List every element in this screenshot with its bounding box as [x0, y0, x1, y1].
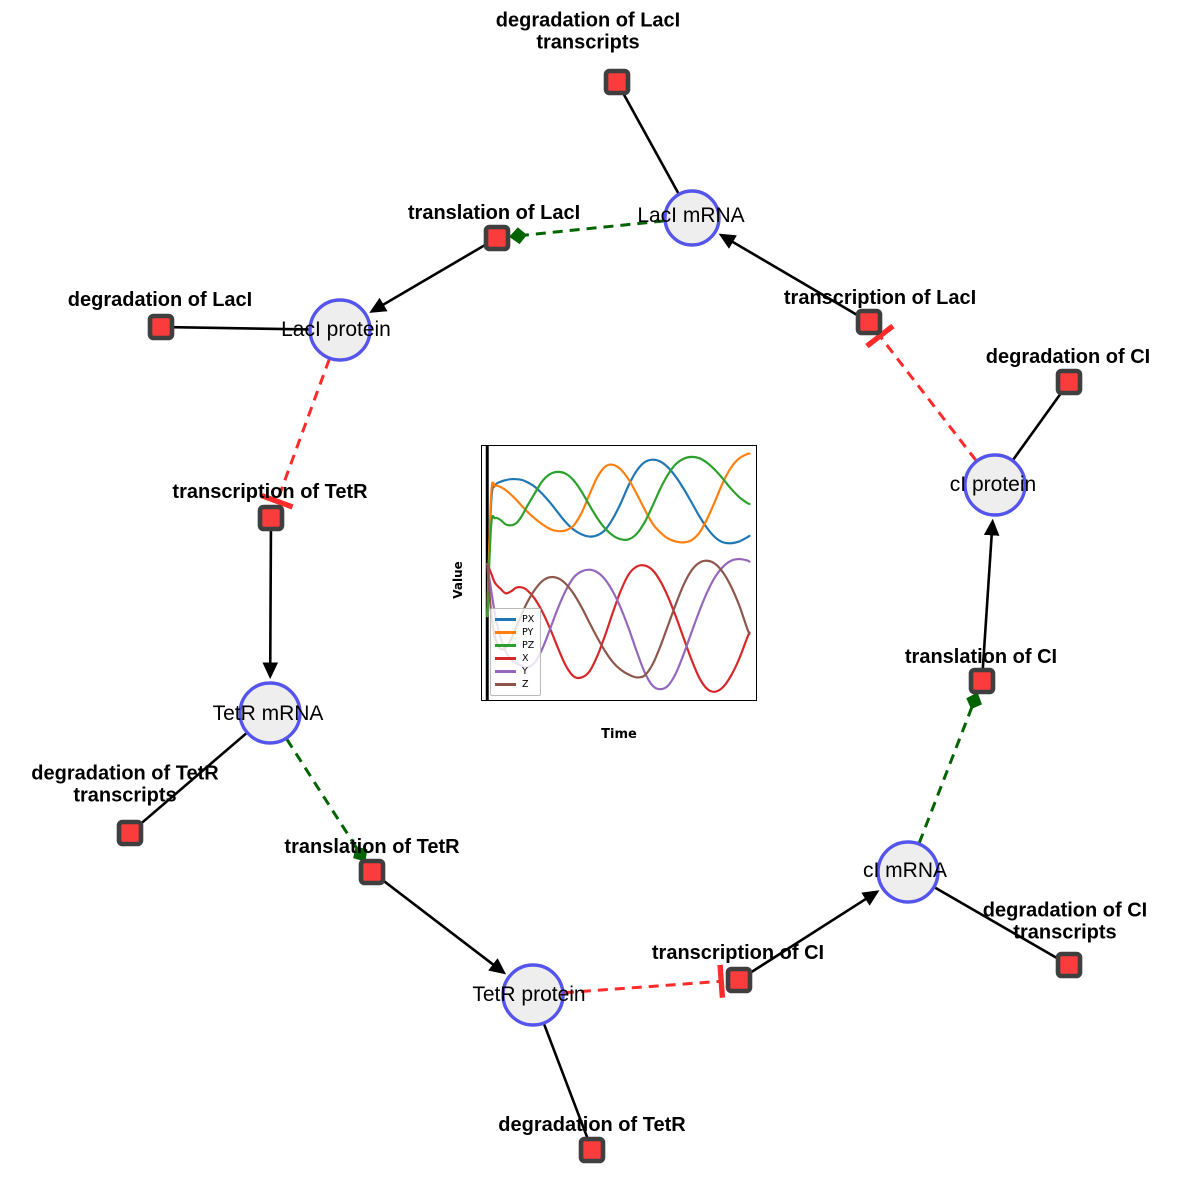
legend-label: Z	[522, 679, 529, 690]
edge-substrate	[934, 886, 1060, 961]
edge-substrate	[621, 91, 680, 195]
legend-swatch-icon	[495, 644, 516, 647]
species-node-ci_mrna[interactable]	[876, 840, 940, 904]
legend-label: PX	[522, 614, 535, 625]
reaction-node-degradation-tetr[interactable]	[578, 1136, 606, 1164]
reaction-node-degradation-ci-transcripts[interactable]	[1055, 951, 1083, 979]
edge-substrate	[718, 233, 861, 318]
reaction-square-icon	[855, 308, 883, 336]
species-node-ci_protein[interactable]	[963, 453, 1027, 517]
reaction-node-transcription-laci[interactable]	[855, 308, 883, 336]
y-axis-label: Value	[450, 561, 465, 599]
edge-substrate	[379, 877, 507, 975]
reaction-square-icon	[147, 313, 175, 341]
reaction-node-transcription-tetr[interactable]	[257, 504, 285, 532]
reaction-square-icon	[257, 504, 285, 532]
legend-label: X	[522, 653, 529, 664]
reaction-square-icon	[603, 68, 631, 96]
legend-row-PX: PX	[495, 613, 534, 626]
reaction-square-icon	[116, 819, 144, 847]
legend-label: PZ	[522, 640, 535, 651]
edge-product	[285, 738, 368, 862]
reaction-node-translation-laci[interactable]	[483, 224, 511, 252]
species-node-tetr_mrna[interactable]	[238, 681, 302, 745]
species-node-laci_protein[interactable]	[308, 298, 372, 362]
species-circle-icon	[663, 189, 721, 247]
reaction-square-icon	[1055, 368, 1083, 396]
legend-swatch-icon	[495, 631, 516, 634]
edge-substrate	[262, 528, 279, 680]
edge-substrate	[1012, 390, 1064, 461]
species-circle-icon	[963, 453, 1027, 517]
legend-row-X: X	[495, 652, 534, 665]
edge-substrate	[542, 1023, 589, 1140]
reaction-square-icon	[1055, 951, 1083, 979]
reaction-node-translation-ci[interactable]	[968, 667, 996, 695]
edge-inhibition	[563, 964, 726, 998]
x-axis-label: Time	[601, 727, 637, 742]
legend-swatch-icon	[495, 618, 516, 621]
legend-row-Y: Y	[495, 665, 534, 678]
reaction-node-translation-tetr[interactable]	[358, 858, 386, 886]
edge-product	[509, 219, 665, 245]
series-line-PX	[486, 458, 751, 618]
reaction-square-icon	[483, 224, 511, 252]
series-line-PY	[486, 452, 751, 618]
series-line-X	[486, 562, 751, 693]
reaction-square-icon	[578, 1136, 606, 1164]
reaction-node-degradation-laci[interactable]	[147, 313, 175, 341]
reaction-node-degradation-laci-transcripts[interactable]	[603, 68, 631, 96]
edge-substrate	[981, 518, 1000, 671]
node-layer	[116, 68, 1083, 1164]
legend-row-Z: Z	[495, 678, 534, 691]
edge-substrate	[369, 242, 489, 313]
reaction-square-icon	[968, 667, 996, 695]
reaction-node-degradation-tetr-transcripts[interactable]	[116, 819, 144, 847]
legend-swatch-icon	[495, 670, 516, 673]
legend-swatch-icon	[495, 683, 516, 686]
reaction-node-degradation-ci[interactable]	[1055, 368, 1083, 396]
plot-legend: PX PY PZ X Y Z	[490, 608, 542, 696]
legend-label: Y	[522, 666, 528, 677]
edge-inhibition	[260, 358, 331, 510]
edge-inhibition	[865, 323, 978, 462]
reaction-square-icon	[725, 966, 753, 994]
edge-layer	[138, 91, 1064, 1140]
reaction-square-icon	[358, 858, 386, 886]
legend-row-PY: PY	[495, 626, 534, 639]
legend-swatch-icon	[495, 657, 516, 660]
species-node-tetr_protein[interactable]	[501, 963, 565, 1027]
species-circle-icon	[876, 840, 940, 904]
legend-row-PZ: PZ	[495, 639, 534, 652]
edge-substrate	[138, 732, 248, 827]
series-line-PZ	[486, 455, 751, 618]
species-circle-icon	[308, 298, 372, 362]
reaction-node-transcription-ci[interactable]	[725, 966, 753, 994]
species-node-laci_mrna[interactable]	[663, 189, 721, 247]
edge-substrate	[172, 325, 310, 331]
legend-label: PY	[522, 627, 534, 638]
plot-curves	[485, 446, 751, 700]
species-circle-icon	[238, 681, 302, 745]
edge-product	[917, 692, 982, 844]
species-circle-icon	[501, 963, 565, 1027]
edge-substrate	[747, 890, 880, 976]
